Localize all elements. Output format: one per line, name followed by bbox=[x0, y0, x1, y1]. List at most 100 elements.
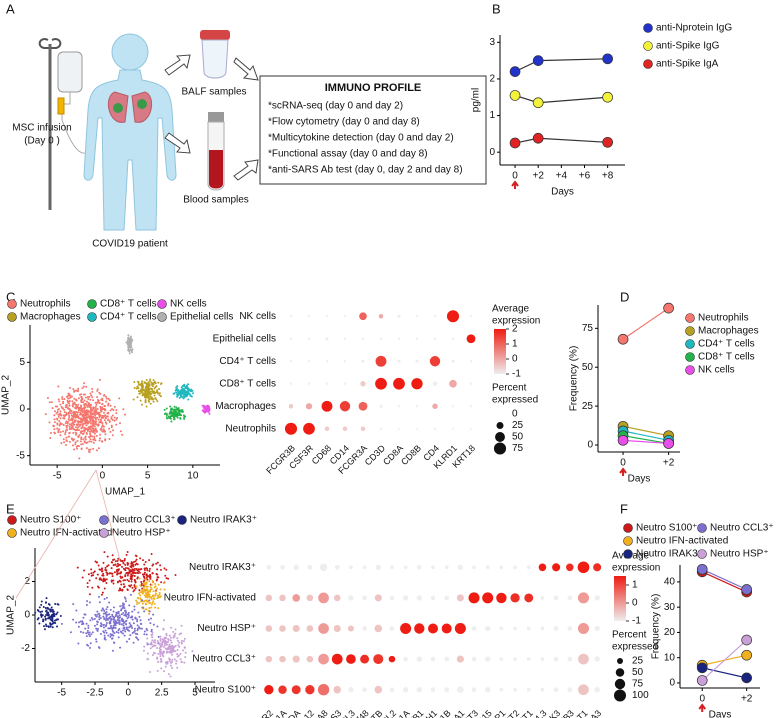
cell-point bbox=[146, 642, 149, 645]
cell-point bbox=[164, 574, 167, 577]
cell-point bbox=[93, 420, 96, 423]
cell-point bbox=[121, 433, 124, 436]
cell-point bbox=[80, 412, 83, 415]
series-line bbox=[622, 307, 669, 340]
cell-point bbox=[102, 425, 105, 428]
cell-point bbox=[156, 561, 159, 564]
cell-point bbox=[117, 612, 120, 615]
cell-point bbox=[71, 400, 74, 403]
y-axis-label: Frequency (%) bbox=[569, 346, 580, 412]
cell-point bbox=[102, 394, 105, 397]
y-tick-label: 1 bbox=[489, 110, 495, 121]
cell-point bbox=[96, 396, 99, 399]
cell-point bbox=[135, 599, 138, 602]
cell-point bbox=[122, 579, 125, 582]
cell-point bbox=[39, 611, 42, 614]
cell-point bbox=[102, 561, 105, 564]
cell-point bbox=[151, 579, 154, 582]
cell-point bbox=[63, 441, 66, 444]
cell-point bbox=[88, 417, 91, 420]
cell-point bbox=[156, 587, 159, 590]
cell-point bbox=[77, 625, 80, 628]
cell-point bbox=[131, 568, 134, 571]
cell-point bbox=[144, 560, 147, 563]
cell-point bbox=[46, 397, 49, 400]
cell-point bbox=[42, 625, 45, 628]
expression-dot bbox=[318, 653, 329, 665]
size-key bbox=[615, 668, 625, 677]
cell-point bbox=[118, 622, 121, 625]
cell-point bbox=[152, 379, 155, 382]
cell-point bbox=[177, 410, 180, 413]
cell-point bbox=[128, 352, 131, 355]
cell-point bbox=[94, 418, 97, 421]
cell-point bbox=[73, 390, 76, 393]
cell-point bbox=[143, 393, 146, 396]
data-point bbox=[532, 132, 544, 144]
expression-dot bbox=[346, 654, 356, 664]
cell-point bbox=[50, 606, 53, 609]
cell-point bbox=[86, 582, 89, 585]
x-tick-label: +2 bbox=[663, 458, 675, 469]
cell-point bbox=[49, 436, 52, 439]
cell-point bbox=[98, 647, 101, 650]
data-point bbox=[696, 675, 708, 686]
cell-point bbox=[143, 590, 146, 593]
cell-point bbox=[140, 588, 143, 591]
expression-dot bbox=[289, 382, 293, 385]
cell-point bbox=[113, 405, 116, 408]
cell-point bbox=[132, 398, 135, 401]
cell-point bbox=[101, 570, 104, 573]
row-label: CD4⁺ T cells bbox=[219, 356, 276, 367]
cell-point bbox=[44, 617, 47, 620]
expression-dot bbox=[427, 623, 439, 634]
cell-point bbox=[63, 408, 66, 411]
cell-point bbox=[158, 593, 161, 596]
cell-point bbox=[141, 403, 144, 406]
gene-label: CXCR2 bbox=[246, 708, 275, 718]
expression-dot bbox=[430, 656, 436, 662]
cell-point bbox=[73, 415, 76, 418]
expression-dot bbox=[526, 657, 531, 661]
expression-dot bbox=[375, 355, 387, 367]
expression-dot bbox=[540, 626, 545, 631]
legend-label: Neutro CCL3⁺ bbox=[112, 515, 176, 526]
cell-point bbox=[181, 409, 184, 412]
cell-point bbox=[74, 406, 77, 409]
cell-point bbox=[95, 638, 98, 641]
expression-dot bbox=[362, 626, 367, 631]
cell-point bbox=[60, 423, 63, 426]
cell-point bbox=[76, 428, 79, 431]
cell-point bbox=[53, 619, 56, 622]
cell-point bbox=[92, 441, 95, 444]
cell-point bbox=[41, 614, 44, 617]
expression-dot bbox=[379, 337, 383, 340]
cell-point bbox=[116, 562, 119, 565]
cell-point bbox=[108, 621, 111, 624]
cell-point bbox=[202, 406, 205, 409]
size-legend-title: expressed bbox=[492, 395, 538, 406]
cell-point bbox=[172, 418, 175, 421]
expression-dot bbox=[379, 404, 383, 408]
cell-point bbox=[105, 596, 108, 599]
expression-dot bbox=[567, 656, 573, 662]
cell-point bbox=[160, 667, 163, 670]
expression-dot bbox=[567, 626, 573, 631]
cell-point bbox=[124, 579, 127, 582]
cell-point bbox=[108, 427, 111, 430]
cell-point bbox=[114, 560, 117, 563]
expression-dot bbox=[482, 592, 494, 604]
cell-point bbox=[80, 395, 83, 398]
cell-point bbox=[105, 397, 108, 400]
cell-point bbox=[104, 416, 107, 419]
cell-point bbox=[178, 409, 181, 412]
legend-swatch bbox=[623, 523, 633, 533]
cell-point bbox=[90, 633, 93, 636]
cell-point bbox=[68, 416, 71, 419]
cell-point bbox=[165, 577, 168, 580]
cell-point bbox=[115, 412, 118, 415]
cell-point bbox=[151, 654, 154, 657]
cell-point bbox=[83, 426, 86, 429]
cell-point bbox=[175, 660, 178, 663]
